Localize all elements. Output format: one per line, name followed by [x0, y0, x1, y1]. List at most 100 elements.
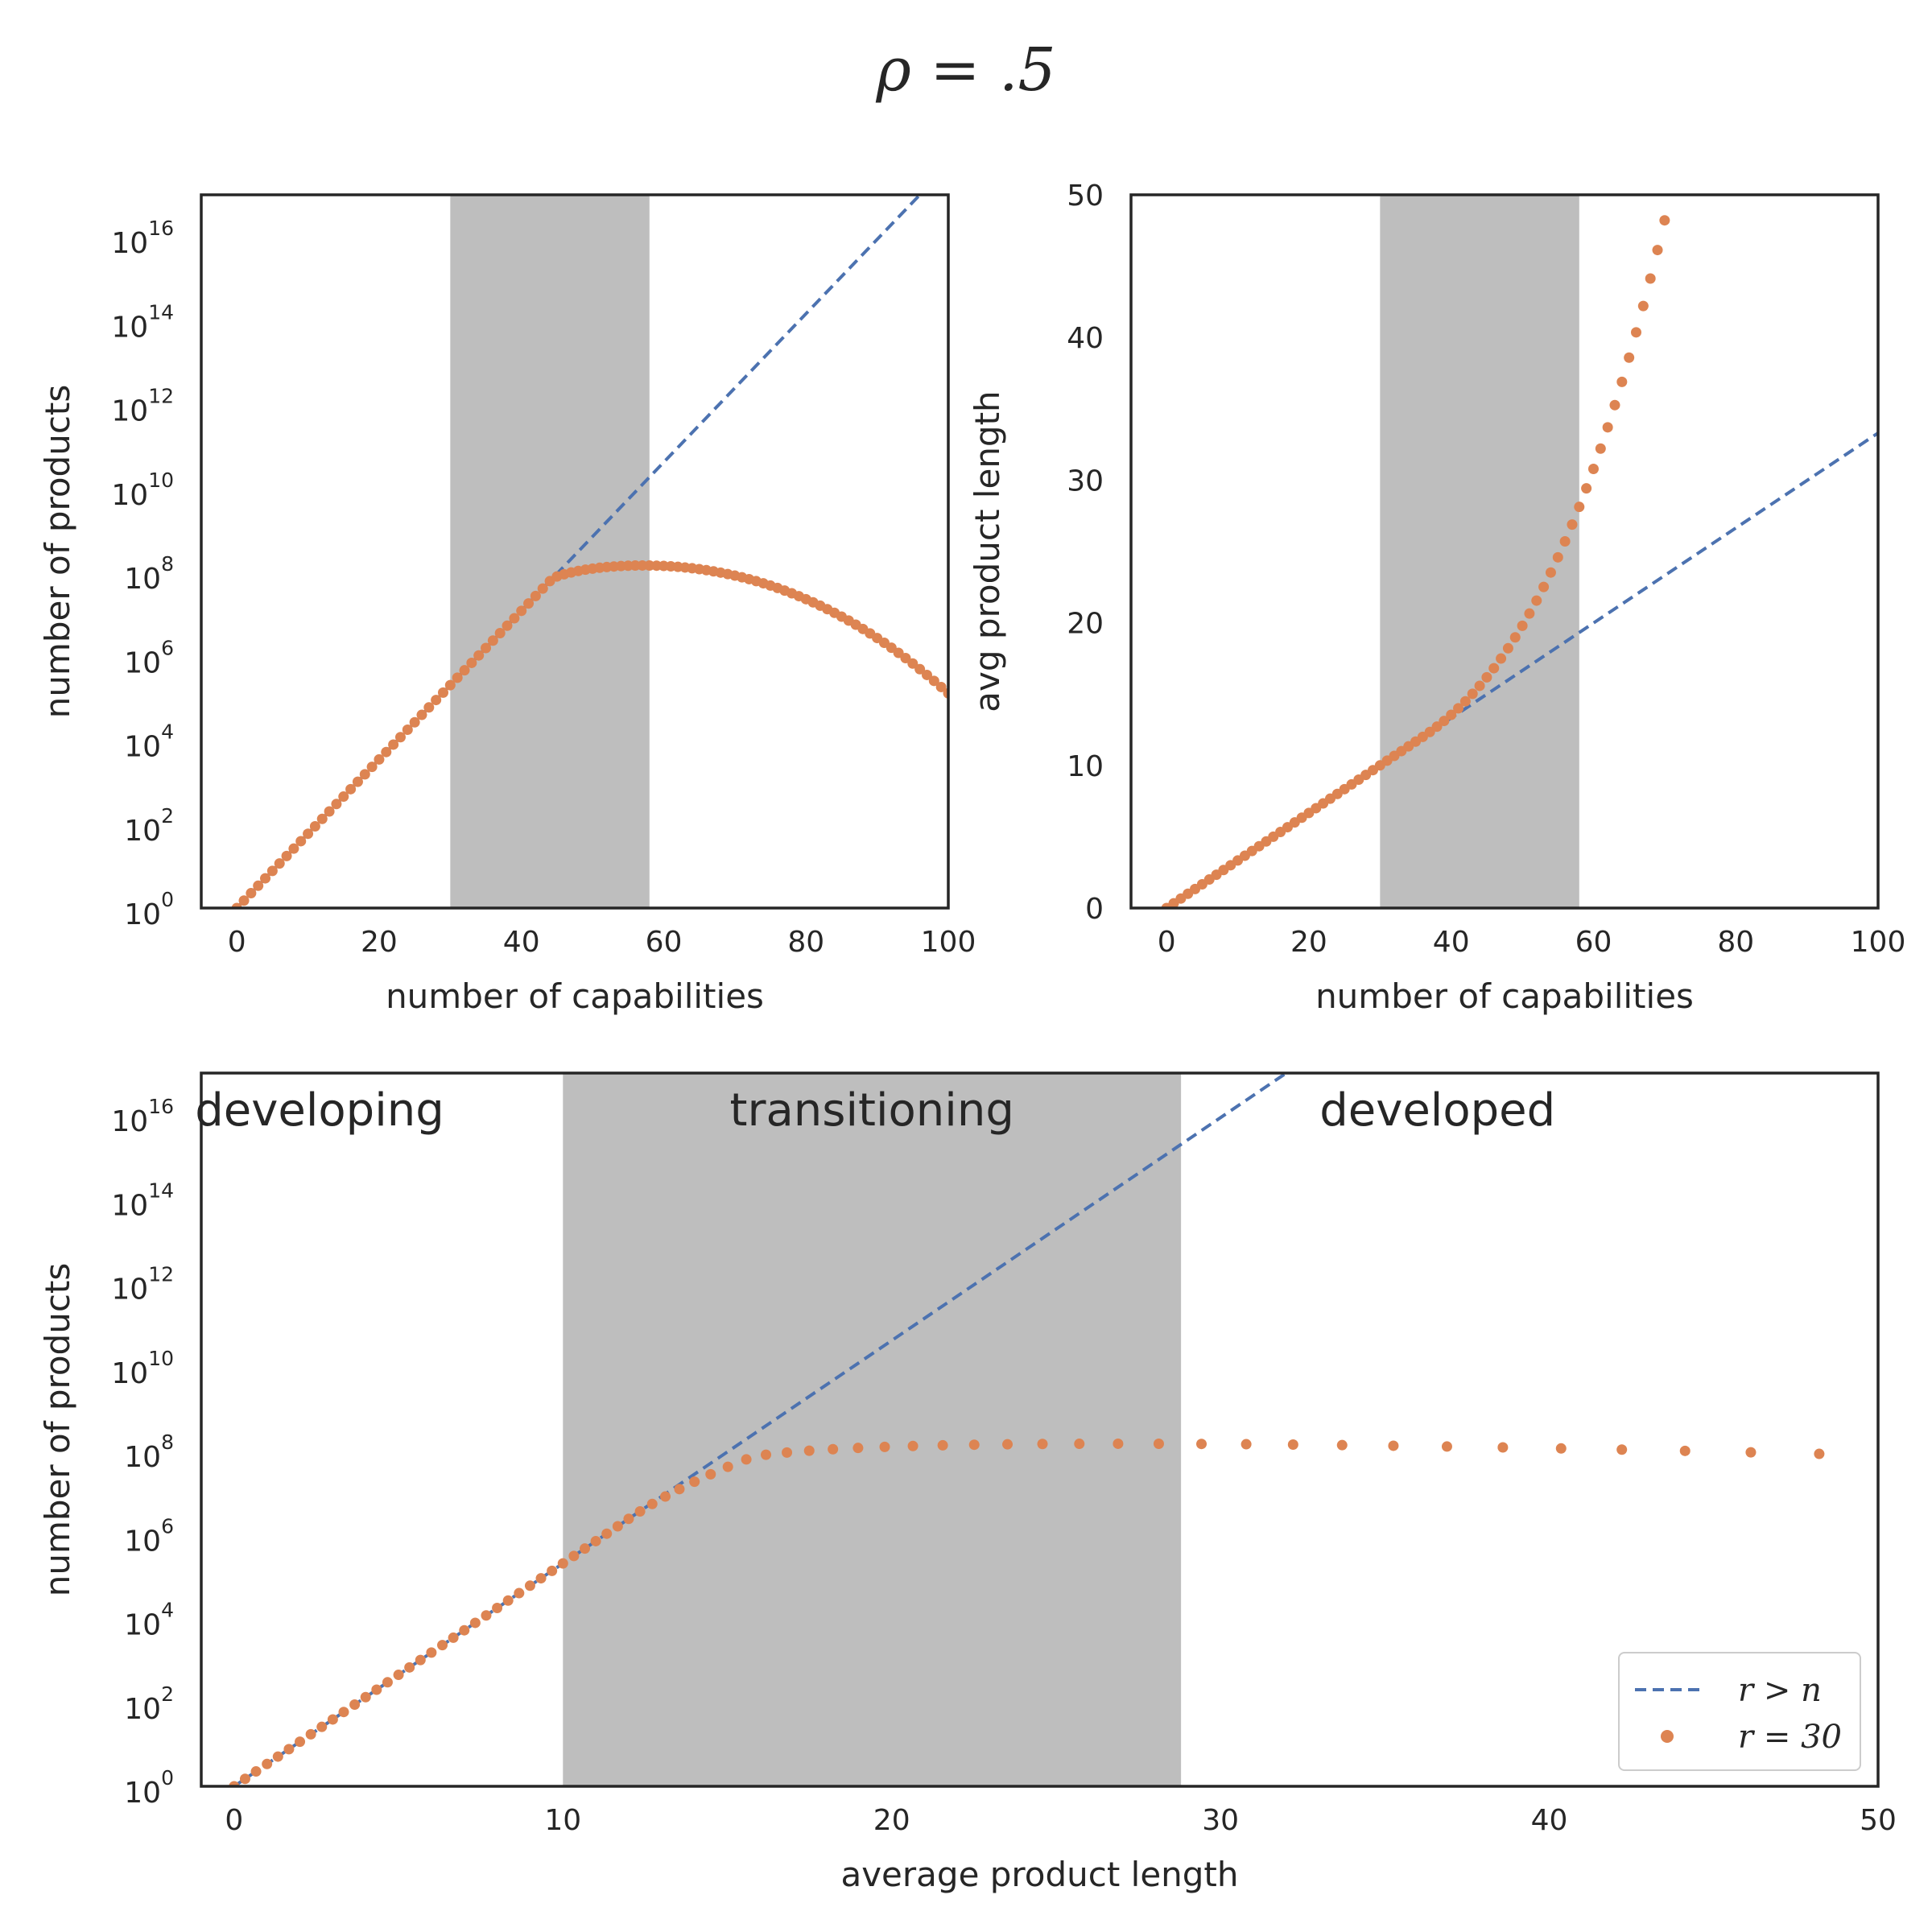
region-label-developed: developed [1319, 1084, 1555, 1137]
series-r-30-point [1631, 327, 1641, 338]
x-tick-label: 40 [1433, 926, 1470, 959]
series-r-30-point [1502, 642, 1513, 654]
series-r-30-point [452, 672, 463, 683]
legend-dot-swatch [1661, 1730, 1674, 1743]
y-tick-exponent: 6 [161, 636, 174, 659]
x-tick-label: 0 [228, 926, 246, 959]
y-tick-label: 40 [1067, 322, 1104, 355]
legend-frame [1618, 1652, 1861, 1771]
series-r-30-point [1538, 581, 1550, 592]
series-r-30-point [907, 658, 919, 669]
y-tick-label: 104 [124, 720, 174, 764]
axes-frame [1129, 193, 1880, 910]
y-tick-base: 10 [111, 1357, 148, 1390]
series-r-30-point [316, 813, 328, 824]
y-tick-base: 10 [124, 563, 161, 596]
y-tick-label: 100 [124, 888, 174, 931]
series-r-30-point [316, 1721, 328, 1732]
series-r-30-point [1609, 399, 1620, 411]
x-tick-label: 0 [225, 1804, 243, 1837]
series-r-30-point [437, 1640, 448, 1651]
series-r-30-point [481, 1610, 492, 1621]
axes-frame [200, 1071, 1880, 1788]
series-r-30-point [937, 1439, 948, 1451]
y-tick-exponent: 16 [148, 1095, 174, 1118]
series-r-30-point [601, 1528, 613, 1539]
y-tick-label: 1012 [111, 385, 174, 428]
series-r-30-point [303, 828, 314, 840]
region-label-transitioning: transitioning [730, 1084, 1014, 1137]
series-r-30-point [481, 642, 492, 654]
x-tick-label: 80 [1717, 926, 1754, 959]
series-r-30-point [1481, 671, 1492, 683]
y-tick-label: 104 [124, 1599, 174, 1642]
series-r-30-point [509, 613, 520, 624]
series-r-30-point [803, 1445, 815, 1456]
y-tick-label: 1010 [111, 469, 174, 512]
series-r-30-point [295, 1736, 306, 1748]
y-tick-base: 10 [124, 646, 161, 679]
y-tick-exponent: 4 [161, 1599, 174, 1622]
series-r-30-point [1439, 716, 1450, 727]
series-r-30-point [646, 1498, 658, 1509]
series-r-30-point [1336, 1439, 1348, 1451]
y-axis-label: number of products [38, 1263, 77, 1597]
y-tick-label: 10 [1067, 750, 1104, 783]
shaded-band [563, 1073, 1182, 1786]
series-r-30-point [1814, 1448, 1825, 1459]
series-r-30-point [674, 1484, 685, 1495]
y-tick-exponent: 8 [161, 1430, 174, 1454]
y-axis-label: number of products [38, 385, 77, 719]
series-r-30-point [935, 681, 947, 692]
y-tick-exponent: 0 [161, 888, 174, 911]
series-r-30-point [1745, 1447, 1757, 1458]
y-tick-label: 0 [1085, 893, 1104, 926]
series-r-30-point [535, 1573, 547, 1584]
series-r-30-point [907, 1440, 919, 1451]
series-r-30-point [388, 739, 399, 750]
y-tick-base: 10 [124, 731, 161, 764]
series-r-30-point [879, 1441, 890, 1452]
series-r-30-point [1581, 483, 1592, 494]
series-r-30-point [262, 1758, 273, 1769]
series-r-30-point [1196, 1439, 1208, 1450]
series-r-30-point [374, 753, 385, 765]
series-r-30-point [288, 843, 299, 854]
series-r-30-point [324, 806, 335, 817]
series-r-30-point [466, 657, 477, 668]
series-r-30-point [1074, 1439, 1085, 1450]
series-r-30-point [283, 1744, 295, 1755]
series-r-30-point-group [231, 559, 948, 908]
y-tick-base: 10 [111, 395, 148, 428]
series-r-30-point [1524, 608, 1535, 619]
series-r-30-point [1241, 1439, 1252, 1450]
series-r-30-point [1595, 443, 1606, 454]
y-tick-label: 100 [124, 1766, 174, 1810]
y-tick-exponent: 4 [161, 720, 174, 744]
series-r-30-point [1545, 567, 1556, 578]
series-r-30-point [1624, 352, 1635, 363]
series-r-30-point [722, 1461, 733, 1472]
series-r-30-point [260, 873, 271, 884]
series-r-30-point [1567, 519, 1578, 530]
series-r-30-point [250, 1766, 262, 1777]
x-tick-label: 20 [873, 1804, 910, 1837]
series-r-30-point [1153, 1439, 1164, 1449]
series-r-30-point [1587, 464, 1599, 475]
series-r-30-point [623, 1513, 634, 1525]
series-r-30-point [1446, 709, 1457, 720]
series-r-30-point [660, 1491, 671, 1502]
series-r-30-point [1559, 535, 1571, 547]
series-r-30-point [1531, 595, 1542, 606]
chart-top-left: 0 20 40 60 80 1001001021041061081010101210141… [38, 193, 976, 1016]
series-r-30-point [394, 732, 406, 743]
series-r-30-point [689, 1476, 700, 1488]
series-r-30-point [331, 799, 342, 810]
y-tick-label: 1016 [111, 1095, 174, 1138]
x-tick-label: 10 [544, 1804, 581, 1837]
y-tick-label: 108 [124, 1430, 174, 1474]
series-r-30-point [238, 895, 250, 906]
series-r-30-point [382, 1677, 393, 1688]
x-tick-label: 100 [921, 926, 976, 959]
series-r-30-point [1431, 721, 1443, 733]
